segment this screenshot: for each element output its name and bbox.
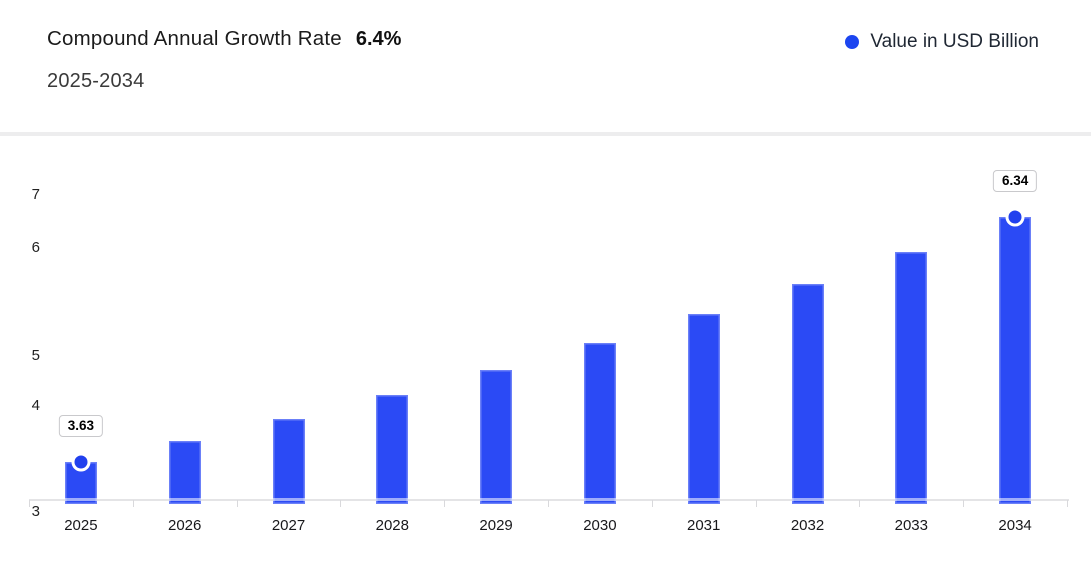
x-tick-label-2032: 2032	[790, 517, 825, 534]
bar-base-stripe	[687, 497, 720, 501]
bar-2031[interactable]	[687, 313, 720, 504]
chart-header: Compound Annual Growth Rate 6.4%	[47, 27, 401, 51]
bar-2032[interactable]	[791, 284, 824, 504]
point-marker-2025[interactable]	[71, 452, 91, 472]
cagr-value: 6.4%	[355, 28, 402, 50]
bar-base-stripe	[64, 497, 97, 501]
bar-base-stripe	[168, 497, 201, 501]
bar-2030[interactable]	[583, 342, 616, 504]
category-boundary-tick	[756, 500, 757, 507]
bar-base-stripe	[480, 497, 513, 501]
x-tick-label-2029: 2029	[479, 517, 513, 534]
bar-2025[interactable]	[64, 461, 97, 504]
bar-base-stripe	[583, 497, 616, 501]
bar-2026[interactable]	[168, 441, 201, 504]
y-tick-label: 3	[31, 503, 40, 520]
bar-2027[interactable]	[272, 418, 305, 504]
chart-title: Compound Annual Growth Rate	[47, 27, 342, 50]
category-boundary-tick	[1067, 500, 1068, 507]
category-boundary-tick	[237, 500, 238, 507]
x-tick-label-2030: 2030	[583, 517, 617, 534]
bar-base-stripe	[999, 497, 1032, 501]
x-axis-line	[29, 499, 1069, 501]
x-tick-label-2026: 2026	[168, 517, 202, 534]
legend-item-value-usd-billion[interactable]: Value in USD Billion	[845, 31, 1039, 53]
legend-dot-icon	[845, 35, 860, 49]
category-boundary-tick	[548, 500, 549, 507]
bar-2029[interactable]	[480, 369, 513, 504]
category-boundary-tick	[652, 500, 653, 507]
value-label-2034: 6.34	[992, 170, 1038, 193]
chart-subtitle: 2025-2034	[47, 70, 145, 92]
category-boundary-tick	[859, 500, 860, 507]
legend-label: Value in USD Billion	[870, 31, 1039, 52]
x-tick-label-2028: 2028	[375, 517, 409, 534]
category-boundary-tick	[340, 500, 341, 507]
category-boundary-tick	[963, 500, 964, 507]
value-label-2025: 3.63	[58, 414, 104, 437]
category-boundary-tick	[29, 500, 30, 507]
point-marker-2034[interactable]	[1005, 207, 1025, 227]
bar-2034[interactable]	[999, 217, 1032, 504]
x-tick-label-2033: 2033	[894, 517, 928, 534]
x-tick-label-2031: 2031	[687, 517, 721, 534]
category-boundary-tick	[444, 500, 445, 507]
bar-base-stripe	[272, 497, 305, 501]
bar-base-stripe	[791, 497, 824, 501]
x-tick-label-2034: 2034	[998, 517, 1032, 534]
y-tick-label: 5	[31, 347, 40, 364]
header-divider	[0, 132, 1091, 136]
y-tick-label: 6	[31, 239, 40, 256]
bar-2033[interactable]	[895, 251, 928, 504]
y-tick-label: 4	[31, 397, 40, 414]
x-tick-label-2027: 2027	[271, 517, 306, 534]
category-boundary-tick	[133, 500, 134, 507]
bar-base-stripe	[895, 497, 928, 501]
bar-2028[interactable]	[376, 395, 409, 504]
bar-base-stripe	[376, 497, 409, 501]
y-tick-label: 7	[31, 186, 40, 203]
x-tick-label-2025: 2025	[64, 517, 98, 534]
